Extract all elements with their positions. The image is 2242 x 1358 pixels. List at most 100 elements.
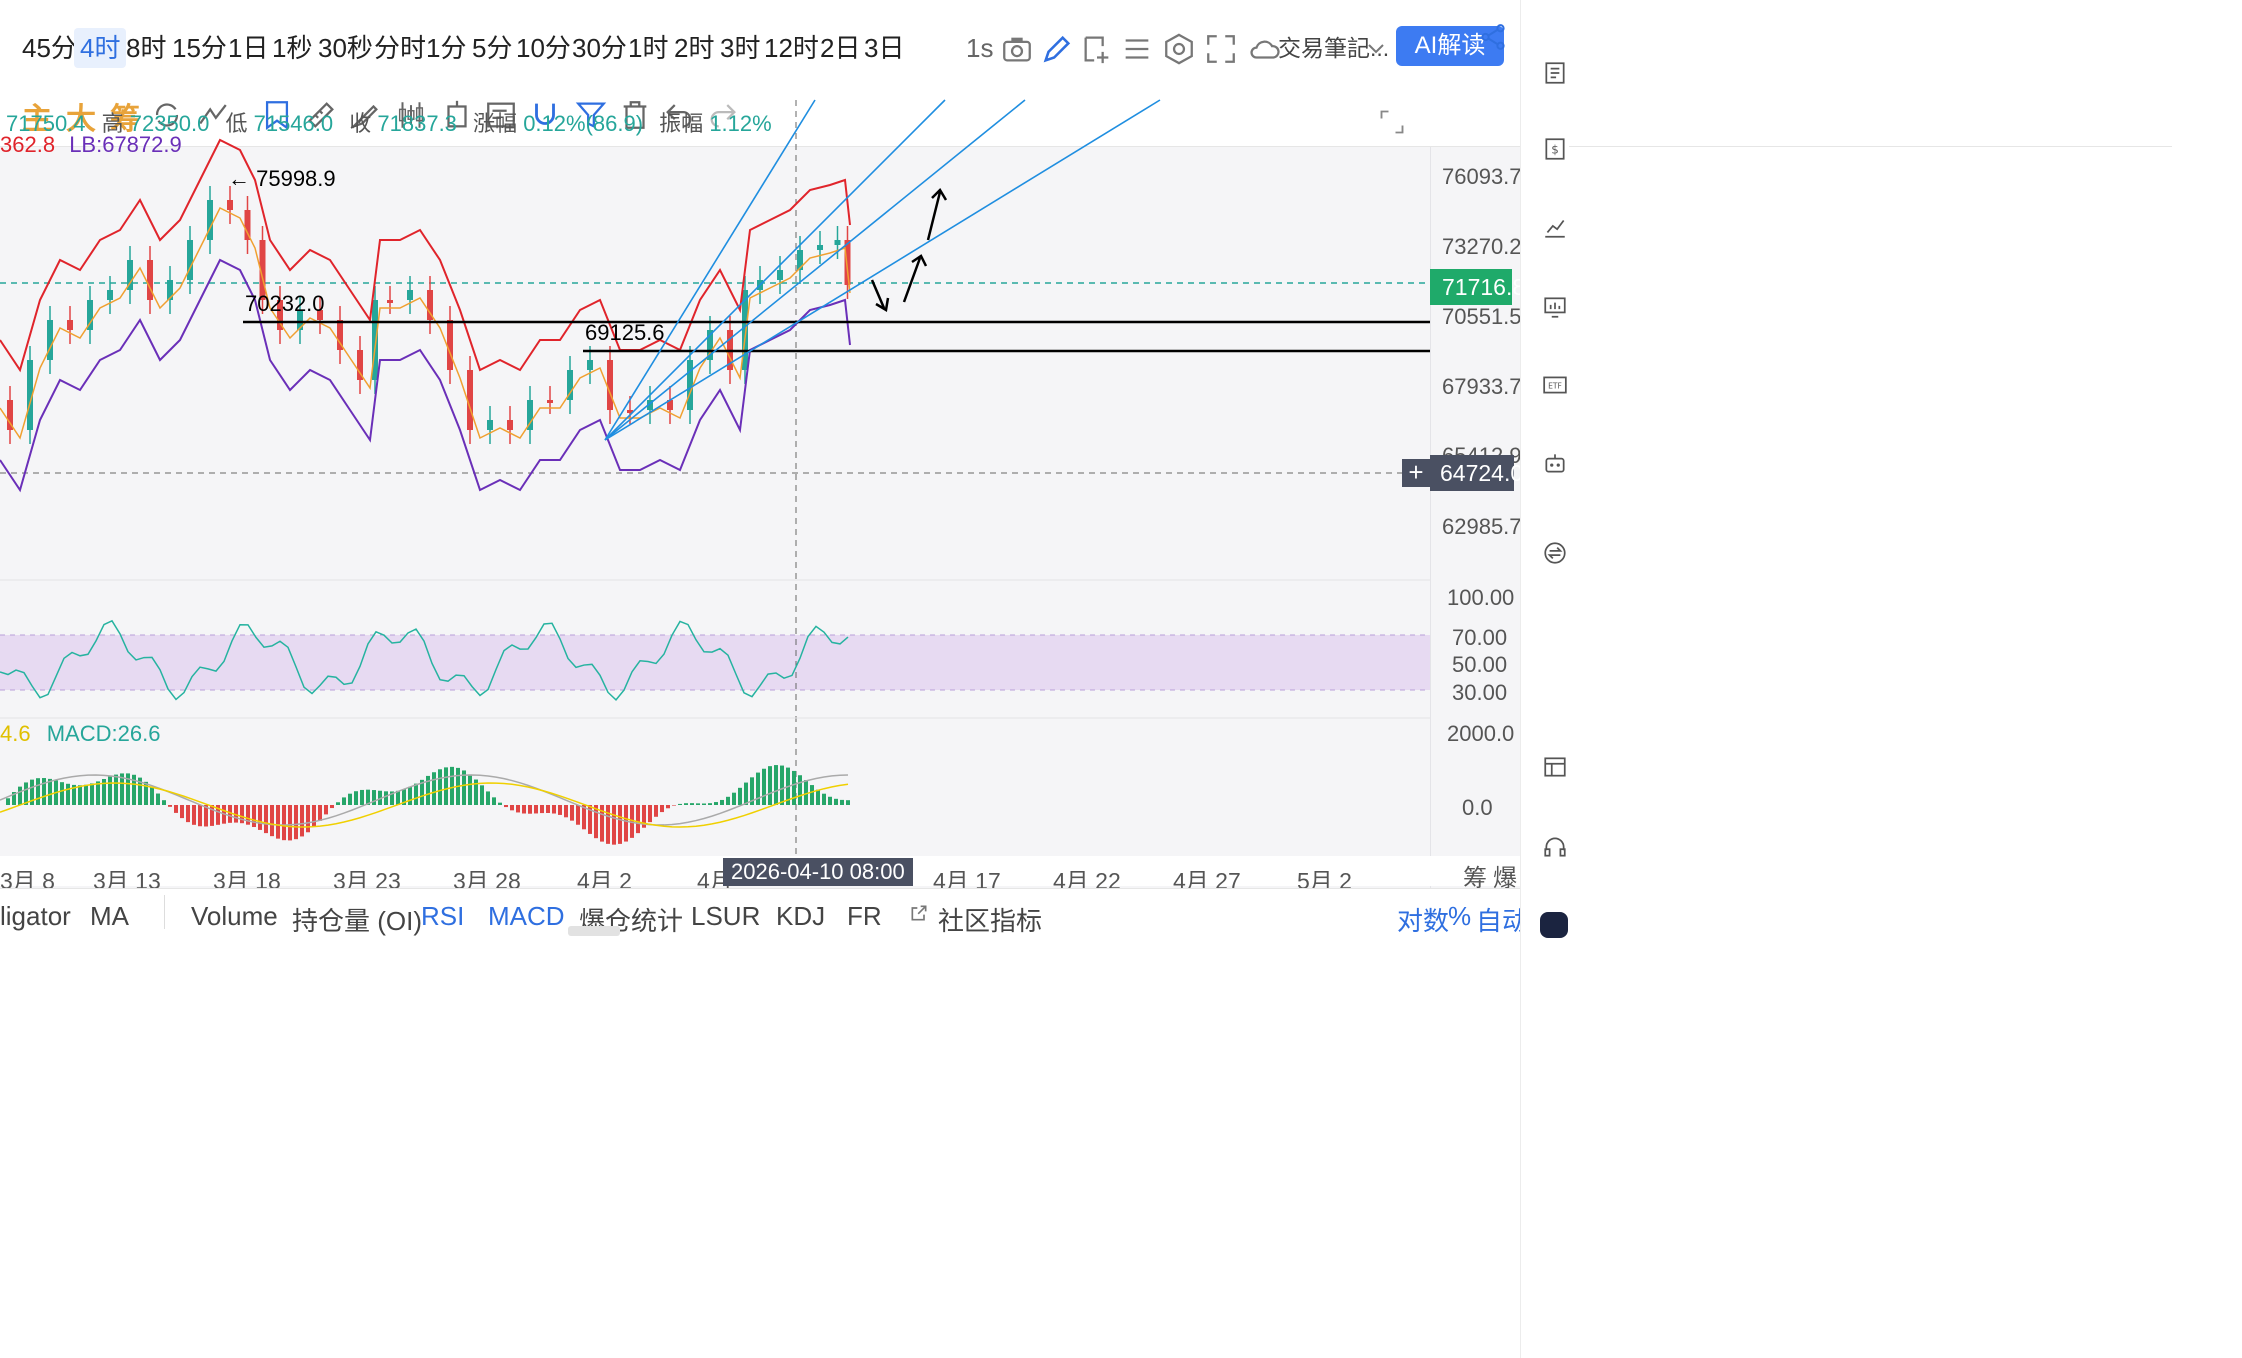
candle-body	[317, 310, 323, 320]
ai-interpret-button[interactable]: AI解读	[1396, 26, 1504, 66]
tab-open-interest[interactable]: 持仓量 (OI)	[292, 906, 422, 936]
timeframe-7[interactable]: 分时	[374, 33, 427, 63]
list-settings-icon[interactable]	[1120, 32, 1154, 66]
chips-tab[interactable]: 筹	[110, 103, 140, 136]
macd-histogram-bar	[354, 791, 358, 805]
timeframe-2[interactable]: 8时	[126, 33, 167, 63]
share-icon[interactable]	[1478, 22, 1508, 52]
big-order-tab[interactable]: 大	[66, 103, 96, 136]
ruler-icon[interactable]	[304, 98, 338, 132]
fullscreen-icon[interactable]	[1204, 32, 1238, 66]
magnet-icon[interactable]	[528, 98, 562, 132]
tab-community-indicators[interactable]: 社区指标	[938, 906, 1043, 936]
tab-kdj[interactable]: KDJ	[776, 901, 826, 931]
timeframe-16[interactable]: 2日	[820, 33, 861, 63]
candle-body	[127, 260, 133, 290]
timeframe-10[interactable]: 10分	[516, 33, 571, 63]
compare-icon[interactable]	[196, 98, 230, 132]
note-icon[interactable]	[484, 98, 518, 132]
macd-histogram-bar	[66, 783, 70, 805]
macd-histogram-bar	[414, 783, 418, 805]
macd-histogram-bar	[396, 790, 400, 805]
etf-icon[interactable]: ETF	[1542, 370, 1568, 400]
tab-macd[interactable]: MACD	[488, 901, 565, 931]
macd-histogram-bar	[528, 805, 532, 814]
timeframe-14[interactable]: 3时	[720, 33, 761, 63]
log-scale-toggle[interactable]: 对数	[1397, 906, 1450, 936]
tab-fr[interactable]: FR	[847, 901, 882, 931]
refresh-icon[interactable]	[150, 98, 184, 132]
macd-histogram-bar	[576, 805, 580, 825]
change-value: 0.12%(86.9)	[523, 111, 644, 136]
trash-icon[interactable]	[618, 98, 652, 132]
macd-histogram-bar	[210, 805, 214, 826]
gear-icon[interactable]	[1162, 32, 1196, 66]
chart-trend-icon[interactable]	[1542, 212, 1568, 242]
candle-body	[844, 240, 851, 285]
band-info: 362.8 LB:67872.9	[0, 132, 182, 158]
timeframe-8[interactable]: 1分	[426, 33, 467, 63]
timeframe-11[interactable]: 30分	[572, 33, 627, 63]
candlestick-chart[interactable]	[0, 0, 1520, 1270]
auto-scale-toggle[interactable]: 自动	[1476, 906, 1529, 936]
percent-scale-toggle[interactable]: %	[1448, 901, 1472, 931]
macd-histogram-bar	[366, 789, 370, 805]
tab-rsi[interactable]: RSI	[421, 901, 465, 931]
tab-ma[interactable]: MA	[90, 901, 129, 931]
macd-histogram-bar	[552, 805, 556, 814]
filter-icon[interactable]	[574, 98, 608, 132]
layout-icon[interactable]	[1542, 752, 1568, 782]
liquidation-corner-button[interactable]: 爆	[1493, 865, 1517, 892]
pen-icon[interactable]	[1040, 32, 1074, 66]
add-alert-plus-icon[interactable]: +	[1402, 459, 1430, 487]
chips-corner-button[interactable]: 筹	[1463, 865, 1487, 892]
timeframe-17[interactable]: 3日	[864, 33, 905, 63]
dollar-icon[interactable]: $	[1542, 134, 1568, 164]
high-label: 高	[101, 111, 124, 136]
macd-histogram-bar	[750, 777, 754, 805]
camera-icon[interactable]	[1000, 32, 1034, 66]
timeframe-9[interactable]: 5分	[472, 33, 513, 63]
assistant-avatar-icon[interactable]	[1540, 912, 1568, 938]
robot-icon[interactable]	[1542, 448, 1568, 478]
document-icon[interactable]	[1542, 58, 1568, 88]
timeframe-3[interactable]: 15分	[172, 33, 227, 63]
macd-histogram-bar	[198, 805, 202, 827]
interval-selector[interactable]: 1s	[966, 33, 994, 63]
redo-icon[interactable]	[706, 98, 740, 132]
timeframe-6[interactable]: 30秒	[318, 33, 373, 63]
expand-icon[interactable]	[1378, 108, 1406, 136]
bookmark-icon[interactable]	[260, 98, 294, 132]
amplitude-value: 1.12%	[709, 111, 772, 136]
timeframe-1[interactable]: 4时	[74, 28, 127, 68]
tab-lsur[interactable]: LSUR	[691, 901, 761, 931]
tab-alligator[interactable]: ligator	[0, 901, 71, 931]
chevron-down-icon[interactable]	[1364, 36, 1388, 60]
macd-histogram-bar	[654, 805, 658, 817]
candles-icon[interactable]	[394, 98, 428, 132]
position-icon[interactable]	[440, 98, 474, 132]
timeframe-5[interactable]: 1秒	[272, 33, 313, 63]
macd-histogram-bar	[312, 805, 316, 827]
add-window-icon[interactable]	[1080, 32, 1114, 66]
macd-histogram-bar	[342, 797, 346, 805]
headset-icon[interactable]	[1542, 832, 1568, 862]
macd-histogram-bar	[834, 798, 838, 805]
swap-icon[interactable]	[1542, 538, 1568, 568]
timeframe-13[interactable]: 2时	[674, 33, 715, 63]
monitor-chart-icon[interactable]	[1542, 292, 1568, 322]
undo-icon[interactable]	[662, 98, 696, 132]
timeframe-15[interactable]: 12时	[764, 33, 819, 63]
brush-icon[interactable]	[348, 98, 382, 132]
macd-histogram-bar	[432, 772, 436, 805]
panel-resize-handle[interactable]	[568, 926, 620, 936]
macd-histogram-bar	[132, 774, 136, 805]
timeframe-0[interactable]: 45分	[22, 33, 77, 63]
macd-histogram-bar	[186, 805, 190, 823]
timeframe-12[interactable]: 1时	[628, 33, 669, 63]
main-indicator-tab[interactable]: 主	[22, 103, 52, 136]
timeframe-4[interactable]: 1日	[228, 33, 269, 63]
candle-body	[207, 200, 213, 240]
tab-volume[interactable]: Volume	[191, 901, 278, 931]
rsi-tick: 100.00	[1447, 585, 1515, 610]
